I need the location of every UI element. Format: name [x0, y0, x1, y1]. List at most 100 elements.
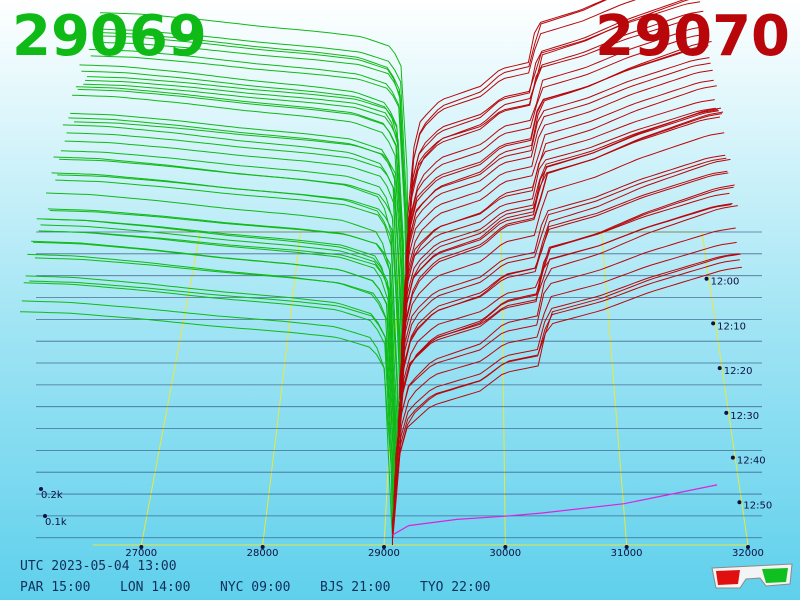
ask-depth-line — [398, 132, 725, 422]
time-tick-dot — [730, 455, 735, 460]
ask-depth-line — [395, 203, 733, 480]
time-tick-label: 12:50 — [743, 500, 772, 511]
city-time-bjs: BJS 21:00 — [320, 580, 391, 595]
ask-depth-line — [400, 85, 717, 371]
price-tick-dot — [139, 545, 144, 549]
city-time-nyc: NYC 09:00 — [220, 580, 291, 595]
bid-depth-line — [42, 218, 397, 459]
ask-depth-line — [393, 253, 739, 524]
bid-depth-line — [68, 117, 403, 356]
price-tick-label: 31000 — [611, 548, 643, 559]
ask-depth-line — [396, 158, 731, 465]
ask-depth-line — [405, 0, 685, 269]
bid-depth-line — [96, 41, 408, 247]
time-tick-dot — [737, 500, 742, 505]
bid-depth-line — [32, 241, 396, 495]
ask-depth-line — [399, 116, 721, 393]
ask-depth-line — [394, 227, 736, 502]
price-tick-dot — [746, 545, 750, 549]
bid-depth-line — [34, 257, 396, 487]
ask-depth-line — [393, 241, 737, 509]
ask-depth-line — [392, 259, 740, 531]
bid-depth-line — [98, 28, 409, 240]
bid-depth-line — [81, 70, 405, 305]
ask-depth-line — [392, 253, 741, 538]
bid-depth-line — [38, 230, 397, 473]
price-tick-dot — [382, 545, 386, 549]
ask-depth-line — [402, 69, 713, 342]
price-tick-label: 30000 — [489, 548, 521, 559]
ask-depth-line — [406, 17, 702, 262]
price-grid-line — [140, 231, 201, 546]
bid-depth-line — [45, 192, 398, 444]
3d-glasses-icon[interactable] — [710, 560, 794, 592]
bid-depth-line — [64, 140, 402, 371]
ask-depth-line — [397, 154, 726, 429]
bid-depth-line — [62, 124, 402, 378]
ask-depth-line — [397, 157, 727, 436]
price-tick-dot — [260, 545, 265, 549]
ticks-layer: 27000 28000 29000 30000 31000 32000 12:00 12:10… — [39, 276, 772, 559]
bid-depth-line — [53, 156, 400, 415]
ask-depth-line — [399, 110, 719, 385]
bid-depth-line — [47, 208, 399, 436]
bid-depth-line — [19, 311, 393, 546]
price-grid-line — [701, 231, 749, 546]
bid-depth-line — [92, 31, 407, 262]
time-tick-dot — [717, 366, 722, 371]
price-tick-label: 32000 — [732, 548, 764, 559]
bid-depth-line — [25, 275, 394, 524]
time-tick-label: 12:10 — [717, 321, 746, 332]
ask-depth-line — [402, 41, 712, 334]
bid-series-layer — [19, 12, 409, 546]
time-tick-dot — [711, 321, 716, 326]
time-tick-dot — [724, 410, 729, 415]
volume-tick-label: 0.2k — [41, 490, 63, 501]
bid-depth-line — [72, 94, 403, 342]
ask-depth-line — [401, 79, 714, 349]
volume-tick-dot — [39, 487, 43, 491]
mid-price-line — [392, 484, 718, 536]
volume-tick-dot — [43, 514, 47, 518]
price-tick-label: 27000 — [125, 548, 157, 559]
bid-depth-line — [60, 150, 401, 385]
ask-depth-line — [402, 62, 711, 327]
ask-depth-line — [404, 26, 706, 291]
bid-depth-line — [73, 121, 404, 334]
ask-depth-line — [407, 0, 637, 240]
ask-series-layer — [392, 0, 742, 545]
bid-depth-line — [75, 86, 404, 327]
city-time-par: PAR 15:00 — [20, 580, 91, 595]
price-tick-dot — [624, 545, 629, 549]
ask-depth-line — [403, 45, 709, 313]
ask-depth-line — [405, 10, 704, 276]
city-time-lon: LON 14:00 — [120, 580, 191, 595]
price-grid-line — [500, 231, 506, 546]
time-tick-label: 12:00 — [711, 277, 740, 288]
price-tick-label: 29000 — [368, 548, 400, 559]
ask-depth-line — [393, 205, 738, 516]
city-time-tyo: TYO 22:00 — [420, 580, 491, 595]
bid-depth-line — [31, 240, 395, 502]
ask-depth-line — [401, 107, 716, 363]
bid-depth-line — [85, 79, 405, 291]
ask-depth-line — [406, 0, 607, 247]
ask-depth-line — [407, 0, 606, 232]
ask-depth-line — [406, 1, 701, 254]
bid-depth-line — [51, 172, 399, 422]
bid-depth-line — [83, 83, 406, 298]
bid-depth-line — [36, 218, 397, 480]
ask-depth-line — [394, 184, 735, 494]
price-tick-label: 28000 — [247, 548, 279, 559]
ask-depth-line — [403, 57, 710, 320]
bid-depth-line — [79, 64, 405, 313]
ask-depth-line — [397, 170, 728, 444]
price-grid-line — [262, 231, 302, 546]
bid-depth-line — [21, 300, 394, 538]
bid-depth-line — [90, 55, 407, 269]
time-tick-dot — [704, 276, 709, 281]
ask-depth-line — [398, 111, 724, 415]
ask-depth-line — [401, 99, 715, 356]
bid-depth-line — [29, 280, 395, 509]
